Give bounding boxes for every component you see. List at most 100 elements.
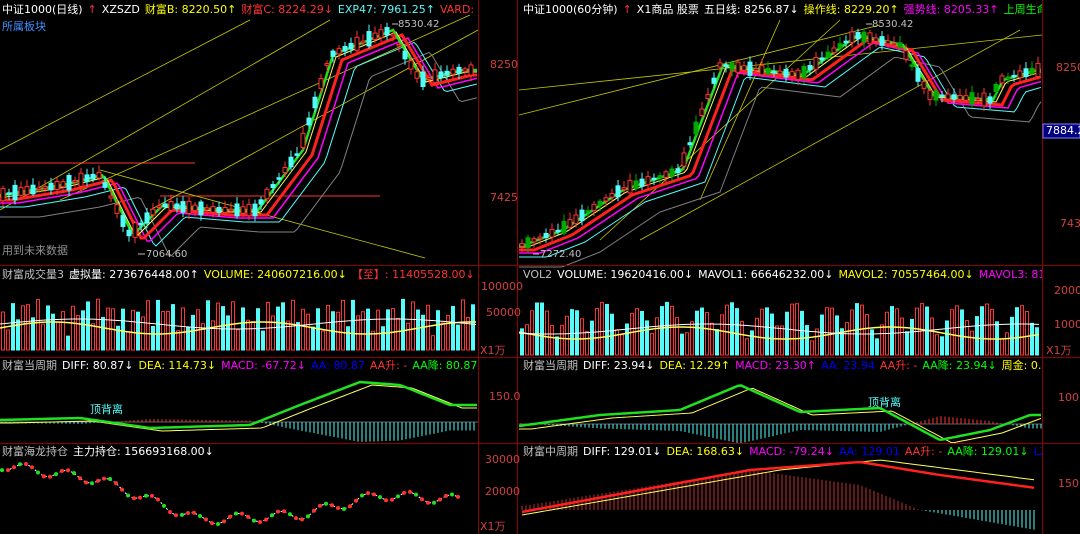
volume-bar bbox=[451, 306, 455, 351]
axis-label: 150 bbox=[1058, 477, 1079, 490]
header-item: MACD: -67.72↓ bbox=[221, 359, 306, 372]
candle bbox=[402, 50, 408, 60]
header-item: 财富中周期 bbox=[523, 444, 578, 458]
header-item: 【至】: 11405528.00↓ bbox=[352, 268, 475, 281]
candle bbox=[849, 31, 855, 43]
candle bbox=[240, 206, 246, 214]
volume-bar bbox=[640, 310, 644, 356]
candle bbox=[867, 32, 873, 45]
volume-bar bbox=[1, 311, 5, 351]
axis-label: 30000 bbox=[485, 453, 520, 466]
candle bbox=[162, 203, 168, 208]
candle bbox=[621, 187, 627, 191]
dot bbox=[84, 480, 88, 485]
volume-bar bbox=[900, 317, 904, 356]
candle bbox=[645, 176, 651, 186]
volume-bar bbox=[416, 309, 420, 351]
trend-line bbox=[599, 19, 841, 241]
candle bbox=[729, 62, 735, 71]
dot bbox=[276, 509, 280, 514]
candle bbox=[102, 182, 108, 188]
volume-bar bbox=[91, 323, 95, 351]
volume-bar bbox=[625, 323, 629, 356]
header-item: X1商品 股票 bbox=[637, 2, 699, 16]
dot bbox=[24, 461, 28, 466]
candle bbox=[18, 187, 24, 196]
candle bbox=[801, 65, 807, 79]
candle bbox=[741, 65, 747, 71]
dot bbox=[36, 470, 40, 475]
dot bbox=[360, 493, 364, 498]
candle bbox=[288, 156, 294, 168]
dot bbox=[198, 513, 202, 518]
candle bbox=[939, 94, 945, 98]
volume-bar bbox=[735, 308, 739, 356]
candle bbox=[567, 218, 573, 228]
volume-bar bbox=[745, 338, 749, 356]
curve bbox=[519, 384, 1041, 441]
candle bbox=[711, 77, 717, 84]
panel-header: VOL2 VOLUME: 19620416.00↓ MAVOL1: 66646232… bbox=[523, 268, 1080, 281]
candle bbox=[519, 243, 525, 247]
header-item: MAVOL1: 66646232.00↓ bbox=[698, 268, 833, 281]
volume-bar bbox=[680, 333, 684, 356]
candle bbox=[879, 36, 885, 46]
header-item: MAVOL3: 81774216.00↓ bbox=[979, 268, 1080, 281]
volume-bar bbox=[311, 326, 315, 351]
candle bbox=[420, 71, 426, 88]
volume-bar bbox=[980, 306, 984, 356]
curve bbox=[0, 51, 478, 257]
header-item: 上周生命线: 8184 bbox=[1004, 2, 1080, 16]
candle bbox=[531, 238, 537, 243]
volume-bar bbox=[705, 312, 709, 356]
volume-bar bbox=[151, 325, 155, 351]
header-item: EXP47: 7961.25↑ bbox=[338, 3, 435, 16]
candle bbox=[987, 96, 993, 104]
header-item: DEA: 168.63↓ bbox=[666, 445, 744, 458]
candle bbox=[837, 43, 843, 49]
candle bbox=[705, 93, 711, 100]
candle bbox=[336, 48, 342, 55]
candle bbox=[1029, 67, 1035, 74]
candle bbox=[186, 200, 192, 215]
candle bbox=[807, 65, 813, 71]
volume-bar bbox=[321, 330, 325, 351]
volume-bar bbox=[51, 313, 55, 351]
curve bbox=[1, 463, 459, 525]
volume-bar bbox=[710, 322, 714, 356]
volume-bar bbox=[535, 302, 539, 356]
volume-bar bbox=[441, 322, 445, 351]
volume-bar bbox=[675, 317, 679, 356]
candle bbox=[222, 207, 228, 213]
candle bbox=[657, 175, 663, 179]
panel-header: 中证1000(60分钟) ↑ X1商品 股票 五日线: 8256.87↓ 操作线: 82… bbox=[523, 2, 1080, 16]
volume-bar bbox=[960, 309, 964, 356]
candle bbox=[228, 208, 234, 212]
volume-bar bbox=[1010, 316, 1014, 356]
volume-bar bbox=[71, 305, 75, 351]
volume-bar bbox=[171, 304, 175, 351]
volume-bar bbox=[231, 301, 235, 351]
dot bbox=[414, 492, 418, 497]
volume-bar bbox=[401, 298, 405, 351]
candle bbox=[669, 168, 675, 177]
axis-label: 2000 bbox=[1054, 284, 1080, 297]
volume-bar bbox=[760, 308, 764, 356]
volume-bar bbox=[1005, 332, 1009, 356]
volume-bar bbox=[810, 340, 814, 356]
candle bbox=[114, 204, 120, 214]
curve bbox=[521, 459, 1035, 516]
volume-bar bbox=[306, 313, 310, 351]
candle bbox=[36, 187, 42, 190]
volume-bar bbox=[800, 310, 804, 356]
header-item: AA: 129.01 bbox=[839, 445, 900, 458]
volume-bar bbox=[366, 308, 370, 351]
dot bbox=[264, 517, 268, 522]
dot bbox=[246, 514, 250, 519]
dot bbox=[186, 511, 190, 516]
candle bbox=[324, 63, 330, 66]
candle bbox=[156, 205, 162, 208]
sector-link[interactable]: 所属板块 bbox=[2, 19, 46, 33]
trend-line bbox=[149, 29, 478, 211]
